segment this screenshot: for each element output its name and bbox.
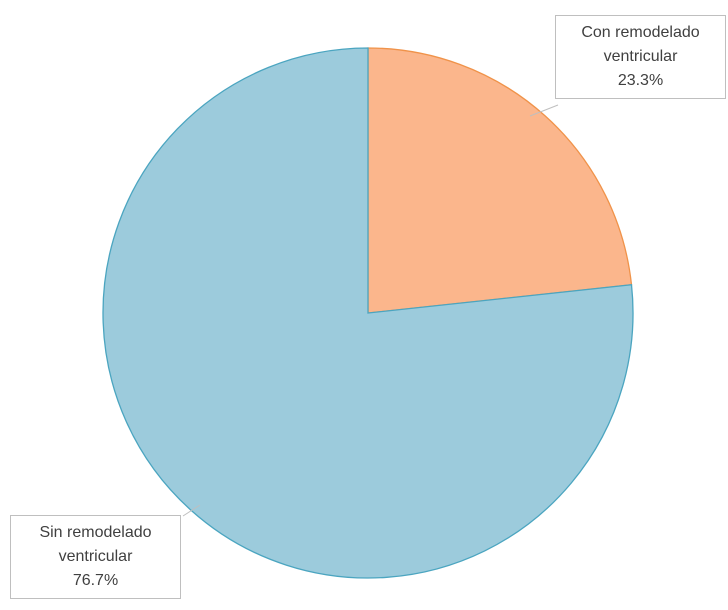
value-label: 23.3% bbox=[617, 72, 664, 89]
value-label: 76.7% bbox=[72, 572, 119, 589]
data-label: Sin remodelado ventricular 76.7% bbox=[10, 515, 181, 599]
pie-slice bbox=[102, 47, 634, 579]
data-label: Con remodelado ventricular 23.3% bbox=[555, 15, 726, 99]
leader-line bbox=[529, 104, 559, 117]
category-label: Sin remodelado ventricular bbox=[39, 524, 152, 565]
category-label: Con remodelado ventricular bbox=[581, 24, 700, 65]
leader-line bbox=[182, 504, 201, 517]
pie-slice bbox=[367, 47, 633, 314]
